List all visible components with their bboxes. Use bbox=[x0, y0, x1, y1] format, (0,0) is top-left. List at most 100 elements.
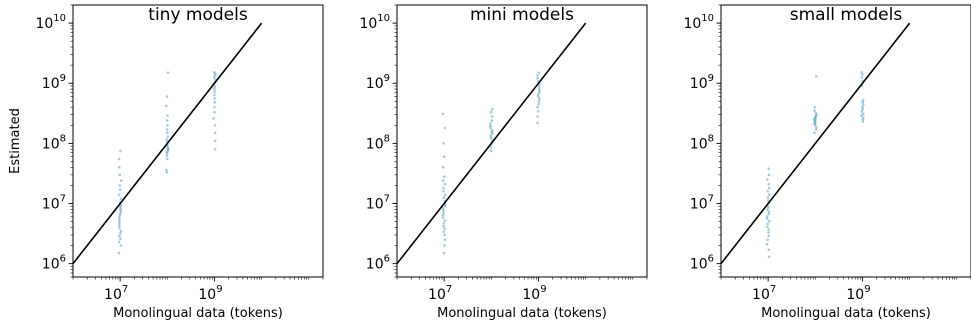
x-axis-label: Monolingual data (tokens) bbox=[113, 306, 283, 321]
data-point bbox=[165, 95, 169, 98]
data-point bbox=[164, 104, 168, 108]
data-point bbox=[165, 168, 168, 172]
data-point bbox=[166, 149, 170, 152]
data-point bbox=[489, 149, 493, 153]
data-point bbox=[765, 217, 769, 220]
data-point bbox=[490, 130, 494, 134]
data-point bbox=[767, 212, 771, 216]
data-point bbox=[812, 118, 816, 121]
data-point bbox=[489, 126, 492, 130]
axes-frame bbox=[720, 4, 971, 278]
data-point bbox=[166, 146, 170, 149]
data-point bbox=[536, 74, 539, 77]
data-point bbox=[165, 128, 169, 131]
data-point bbox=[814, 117, 818, 120]
data-point bbox=[490, 129, 494, 132]
x-tick-label: 109 bbox=[198, 284, 222, 303]
data-point bbox=[861, 118, 865, 121]
y-tick-label: 1010 bbox=[683, 13, 714, 32]
data-point bbox=[814, 75, 818, 78]
data-point bbox=[119, 209, 122, 212]
data-point bbox=[443, 238, 447, 242]
data-point bbox=[814, 111, 818, 115]
axes-frame bbox=[72, 4, 324, 278]
y-tick-label: 106 bbox=[366, 254, 390, 273]
data-point bbox=[860, 76, 864, 79]
data-point bbox=[118, 188, 122, 191]
data-point bbox=[767, 228, 770, 231]
data-point bbox=[815, 113, 818, 116]
y-tick-label: 108 bbox=[690, 133, 714, 152]
data-point bbox=[767, 186, 771, 190]
data-point bbox=[117, 224, 121, 227]
data-point bbox=[766, 199, 770, 202]
data-point bbox=[118, 173, 122, 177]
data-point bbox=[489, 124, 492, 128]
data-point bbox=[766, 222, 769, 226]
y-tick-label: 106 bbox=[42, 254, 66, 273]
data-point bbox=[166, 114, 169, 117]
data-point bbox=[443, 233, 446, 237]
data-point bbox=[442, 230, 446, 233]
data-point bbox=[537, 84, 541, 88]
data-point bbox=[165, 157, 169, 161]
data-point bbox=[117, 251, 121, 255]
data-point bbox=[767, 210, 771, 214]
data-point bbox=[117, 240, 121, 244]
panel-small-models: small models 107 109 106 107 108 109 1010 Monoli… bbox=[683, 4, 971, 321]
data-point bbox=[814, 128, 818, 131]
data-point bbox=[813, 122, 816, 126]
data-point bbox=[213, 110, 216, 114]
data-point bbox=[165, 131, 169, 135]
data-point bbox=[118, 213, 122, 217]
data-point bbox=[538, 91, 541, 94]
data-point bbox=[117, 219, 121, 223]
data-point bbox=[118, 184, 122, 187]
y-tick-label: 108 bbox=[42, 133, 66, 152]
data-point bbox=[538, 97, 541, 101]
y-tick-label: 107 bbox=[42, 194, 66, 213]
data-point bbox=[536, 115, 539, 118]
data-point bbox=[119, 237, 122, 240]
data-point bbox=[768, 219, 771, 223]
data-point bbox=[813, 116, 817, 119]
data-point bbox=[814, 123, 817, 127]
data-point bbox=[117, 166, 121, 169]
data-point bbox=[441, 179, 445, 182]
data-point bbox=[213, 93, 216, 97]
y-axis-label: Estimated bbox=[8, 108, 23, 174]
data-point bbox=[814, 126, 818, 129]
data-point bbox=[537, 87, 541, 90]
data-point bbox=[537, 100, 541, 103]
data-point bbox=[767, 173, 771, 177]
data-point bbox=[118, 215, 121, 219]
data-point bbox=[536, 121, 539, 125]
data-point bbox=[767, 206, 770, 209]
data-point bbox=[443, 219, 447, 222]
data-point bbox=[862, 103, 865, 106]
data-point bbox=[213, 123, 217, 127]
data-point bbox=[166, 71, 170, 74]
data-point bbox=[489, 146, 493, 149]
data-point bbox=[213, 97, 216, 100]
data-point bbox=[489, 134, 493, 137]
data-point bbox=[861, 107, 864, 111]
x-axis-label: Monolingual data (tokens) bbox=[437, 306, 607, 321]
data-point bbox=[537, 95, 540, 98]
x-tick-label: 107 bbox=[752, 284, 776, 303]
data-point bbox=[814, 114, 818, 118]
x-tick-label: 109 bbox=[846, 284, 870, 303]
data-point bbox=[119, 211, 122, 215]
data-point bbox=[443, 227, 447, 231]
y-tick-label: 109 bbox=[42, 73, 66, 92]
data-point bbox=[119, 179, 123, 182]
data-point bbox=[117, 157, 121, 161]
data-point bbox=[538, 89, 541, 92]
data-point bbox=[213, 139, 217, 143]
data-point bbox=[213, 147, 217, 151]
data-point bbox=[536, 93, 540, 96]
data-point bbox=[117, 193, 121, 197]
data-point bbox=[491, 107, 494, 111]
chart-title: mini models bbox=[470, 5, 574, 25]
data-point bbox=[212, 76, 216, 79]
